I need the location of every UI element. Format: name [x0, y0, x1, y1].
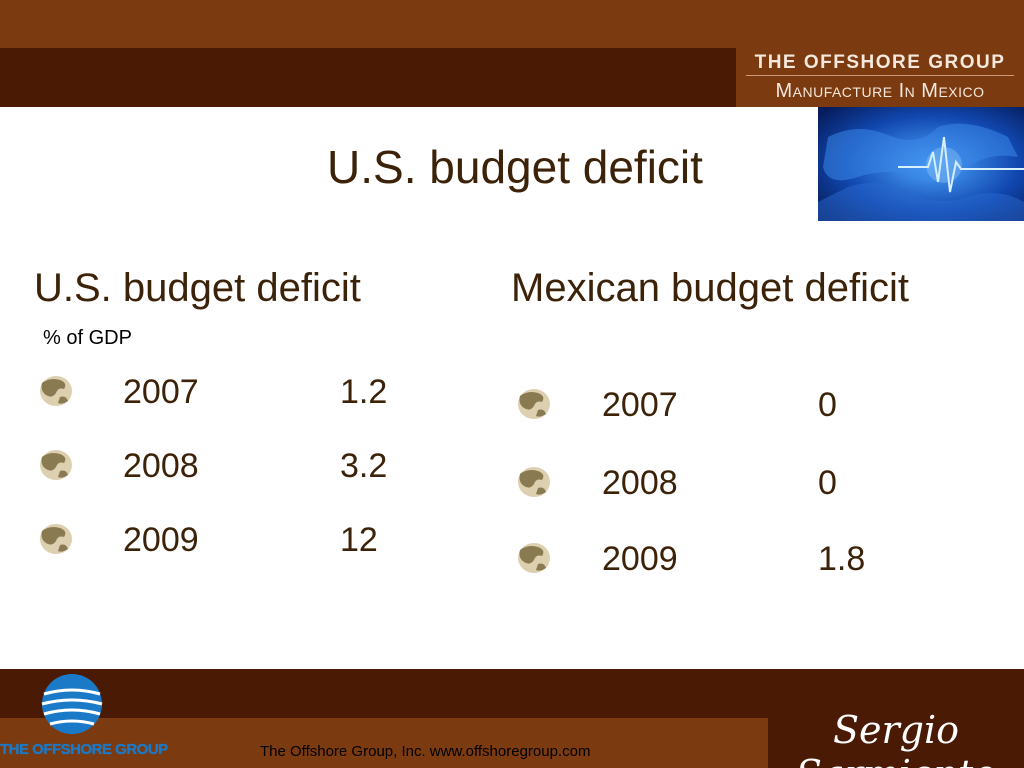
globe-bullet-icon — [40, 524, 72, 554]
brand-box: THE OFFSHORE GROUP Manufacture In Mexico — [736, 48, 1024, 107]
slide-title: U.S. budget deficit — [327, 141, 703, 193]
us-value-2009: 12 — [340, 521, 378, 559]
mx-year-2008: 2008 — [602, 464, 678, 502]
logo-text: THE OFFSHORE GROUP — [0, 741, 168, 758]
brand-divider — [746, 75, 1014, 76]
brand-name: THE OFFSHORE GROUP — [754, 52, 1006, 73]
us-value-2008: 3.2 — [340, 447, 388, 485]
list-item: 2007 0 — [512, 386, 912, 434]
globe-logo-icon — [41, 674, 103, 734]
globe-bullet-icon — [518, 389, 550, 419]
mx-year-2009: 2009 — [602, 540, 678, 578]
world-map-image — [818, 107, 1024, 221]
globe-bullet-icon — [40, 376, 72, 406]
list-item: 2009 12 — [34, 521, 414, 569]
list-item: 2008 3.2 — [34, 447, 414, 495]
us-year-2009: 2009 — [123, 521, 199, 559]
brand-tagline: Manufacture In Mexico — [775, 80, 985, 102]
footer-text: The Offshore Group, Inc. www.offshoregro… — [260, 743, 591, 760]
company-logo: THE OFFSHORE GROUP — [0, 672, 168, 768]
mx-value-2009: 1.8 — [818, 540, 866, 578]
mx-value-2008: 0 — [818, 464, 837, 502]
list-item: 2008 0 — [512, 464, 912, 512]
header-dark-band — [0, 48, 736, 107]
us-year-2007: 2007 — [123, 373, 199, 411]
author-signature: Sergio Sarmiento — [796, 708, 996, 768]
globe-bullet-icon — [518, 543, 550, 573]
mexican-deficit-heading: Mexican budget deficit — [511, 266, 910, 310]
globe-bullet-icon — [518, 467, 550, 497]
list-item: 2009 1.8 — [512, 540, 912, 588]
signature-box: Sergio Sarmiento — [768, 690, 1024, 768]
us-deficit-heading: U.S. budget deficit — [34, 266, 361, 310]
footer-band — [0, 718, 768, 768]
us-value-2007: 1.2 — [340, 373, 388, 411]
us-deficit-unit-label: % of GDP — [43, 327, 132, 349]
globe-bullet-icon — [40, 450, 72, 480]
mx-value-2007: 0 — [818, 386, 837, 424]
list-item: 2007 1.2 — [34, 373, 414, 421]
us-year-2008: 2008 — [123, 447, 199, 485]
mx-year-2007: 2007 — [602, 386, 678, 424]
header-top-band — [0, 0, 1024, 48]
